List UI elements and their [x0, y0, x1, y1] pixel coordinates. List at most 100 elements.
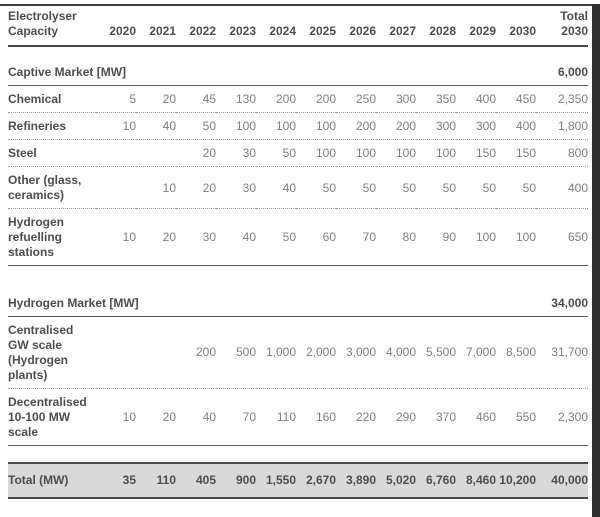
value-cell: [96, 139, 136, 167]
value-cell: 110: [136, 462, 176, 499]
section-row: Hydrogen Market [MW] 34,000: [8, 277, 588, 317]
value-cell: 100: [296, 112, 336, 140]
row-label: Decentralised 10-100 MW scale: [8, 388, 96, 446]
value-cell: 10: [96, 388, 136, 446]
value-cell: 2,670: [296, 462, 336, 499]
value-cell: 10: [96, 208, 136, 266]
value-cell: 7,000: [456, 316, 496, 389]
header-row: Electrolyser Capacity 2020 2021 2022 2023 20…: [8, 4, 588, 47]
value-cell: 5,500: [416, 316, 456, 389]
value-cell: 5: [96, 85, 136, 113]
value-cell: 50: [456, 166, 496, 209]
row-total-cell: 31,700: [536, 316, 588, 389]
value-cell: 2,000: [296, 316, 336, 389]
value-cell: 450: [496, 85, 536, 113]
value-cell: 50: [496, 166, 536, 209]
section-label: Hydrogen Market [MW]: [8, 277, 536, 317]
table-row: Steel 20 30 50 100 100 100 100 150 150 800: [8, 139, 588, 167]
section-label: Captive Market [MW]: [8, 46, 536, 86]
value-cell: 6,760: [416, 462, 456, 499]
row-total-cell: 400: [536, 166, 588, 209]
value-cell: 200: [176, 316, 216, 389]
value-cell: 290: [376, 388, 416, 446]
value-cell: 200: [256, 85, 296, 113]
value-cell: 10: [96, 112, 136, 140]
value-cell: 200: [336, 112, 376, 140]
row-total-cell: 800: [536, 139, 588, 167]
value-cell: 100: [216, 112, 256, 140]
value-cell: 60: [296, 208, 336, 266]
value-cell: 150: [456, 139, 496, 167]
value-cell: [136, 139, 176, 167]
header-electrolyser-capacity: Electrolyser Capacity: [8, 4, 96, 47]
row-total-cell: 2,350: [536, 85, 588, 113]
section-total: 34,000: [536, 277, 588, 317]
value-cell: 50: [416, 166, 456, 209]
row-total-cell: 2,300: [536, 388, 588, 446]
value-cell: 20: [136, 388, 176, 446]
value-cell: 30: [216, 139, 256, 167]
value-cell: 90: [416, 208, 456, 266]
table-row: Refineries 10 40 50 100 100 100 200 200 300 300 400…: [8, 112, 588, 140]
header-year-2021: 2021: [136, 4, 176, 47]
header-total-2030: Total 2030: [536, 4, 588, 47]
row-label: Centralised GW scale (Hydrogen plants): [8, 316, 96, 389]
value-cell: 45: [176, 85, 216, 113]
value-cell: 400: [496, 112, 536, 140]
header-year-2030: 2030: [496, 4, 536, 47]
value-cell: 100: [456, 208, 496, 266]
value-cell: 3,890: [336, 462, 376, 499]
value-cell: 300: [376, 85, 416, 113]
row-total-cell: 40,000: [536, 462, 588, 499]
table-row: Centralised GW scale (Hydrogen plants) 20…: [8, 316, 588, 389]
value-cell: 30: [176, 208, 216, 266]
row-total-cell: 650: [536, 208, 588, 266]
value-cell: 300: [456, 112, 496, 140]
value-cell: 1,550: [256, 462, 296, 499]
value-cell: 300: [416, 112, 456, 140]
table-body: Captive Market [MW] 6,000 Chemical 5 20 45 130…: [8, 46, 588, 499]
window-right-edge-strip: [592, 4, 600, 517]
row-label: Refineries: [8, 112, 96, 140]
value-cell: 370: [416, 388, 456, 446]
table-row: Hydrogen refuelling stations 10 20 30 40 50 60…: [8, 208, 588, 266]
value-cell: 400: [456, 85, 496, 113]
window-top-edge: [0, 4, 600, 6]
value-cell: 150: [496, 139, 536, 167]
section-total: 6,000: [536, 46, 588, 86]
table-row: Decentralised 10-100 MW scale 10 20 40 70 110…: [8, 388, 588, 446]
value-cell: 20: [176, 139, 216, 167]
row-label: Chemical: [8, 85, 96, 113]
value-cell: 40: [216, 208, 256, 266]
value-cell: 40: [256, 166, 296, 209]
header-year-2020: 2020: [96, 4, 136, 47]
value-cell: 50: [256, 208, 296, 266]
row-total-cell: 1,800: [536, 112, 588, 140]
table-row: Chemical 5 20 45 130 200 200 250 300 350 400 450 2,3…: [8, 85, 588, 113]
value-cell: 3,000: [336, 316, 376, 389]
value-cell: [96, 316, 136, 389]
value-cell: 200: [296, 85, 336, 113]
value-cell: 5,020: [376, 462, 416, 499]
header-year-2029: 2029: [456, 4, 496, 47]
value-cell: 100: [496, 208, 536, 266]
section-row: Captive Market [MW] 6,000: [8, 46, 588, 86]
value-cell: 10: [136, 166, 176, 209]
header-year-2027: 2027: [376, 4, 416, 47]
value-cell: 40: [176, 388, 216, 446]
value-cell: 900: [216, 462, 256, 499]
value-cell: 100: [296, 139, 336, 167]
value-cell: 30: [216, 166, 256, 209]
spacer-row: [8, 266, 588, 278]
value-cell: 50: [296, 166, 336, 209]
total-row: Total (MW) 35 110 405 900 1,550 2,670 3,890 5,02…: [8, 462, 588, 499]
spacer-row: [8, 445, 588, 463]
value-cell: 350: [416, 85, 456, 113]
header-year-2026: 2026: [336, 4, 376, 47]
value-cell: 160: [296, 388, 336, 446]
value-cell: 8,460: [456, 462, 496, 499]
header-year-2025: 2025: [296, 4, 336, 47]
value-cell: 100: [376, 139, 416, 167]
value-cell: 405: [176, 462, 216, 499]
table-row: Other (glass, ceramics) 10 20 30 40 50 50 50 50 5…: [8, 166, 588, 209]
